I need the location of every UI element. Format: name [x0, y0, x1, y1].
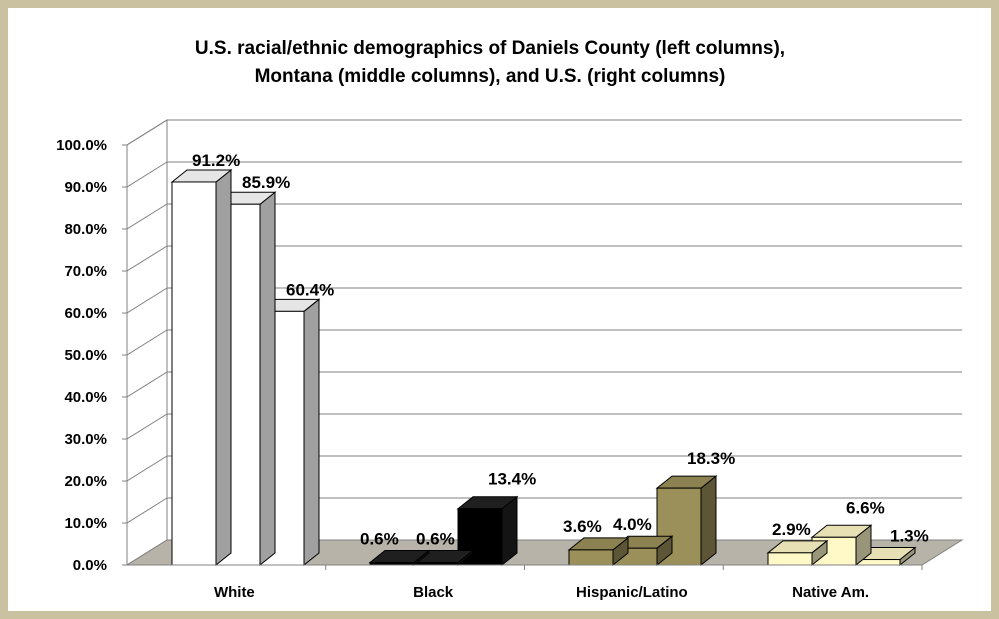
data-label: 6.6%	[846, 498, 885, 517]
data-label: 3.6%	[563, 517, 602, 536]
gridline-diagonal	[126, 287, 168, 314]
y-tick-label: 40.0%	[64, 389, 107, 406]
bar-side	[215, 168, 232, 567]
x-tick-label: Black	[413, 584, 454, 601]
bar-side	[700, 475, 717, 567]
data-label: 2.9%	[772, 520, 811, 539]
data-label: 18.3%	[687, 449, 735, 468]
gridline-diagonal	[126, 203, 168, 230]
data-label: 4.0%	[613, 515, 652, 534]
y-tick-label: 100.0%	[56, 137, 107, 154]
y-tick-label: 70.0%	[64, 263, 107, 280]
gridline-diagonal	[126, 161, 168, 188]
x-tick-label: Hispanic/Latino	[576, 584, 688, 601]
gridline-diagonal	[126, 245, 168, 272]
data-label: 13.4%	[488, 470, 536, 489]
data-label: 0.6%	[360, 529, 399, 548]
gridline-diagonal	[126, 371, 168, 398]
data-label: 91.2%	[192, 151, 240, 170]
bars	[170, 168, 917, 567]
gridline-diagonal	[126, 329, 168, 356]
x-tick-label: White	[214, 584, 255, 601]
data-label: 0.6%	[416, 529, 455, 548]
bar-hispanic-latino-1	[567, 536, 630, 567]
y-tick-label: 0.0%	[73, 557, 107, 574]
chart-title: U.S. racial/ethnic demographics of Danie…	[195, 38, 785, 87]
gridline-diagonal	[126, 413, 168, 440]
bar-native-am--1	[766, 539, 829, 567]
bar-white-1	[170, 168, 233, 567]
chart-title-line-1: U.S. racial/ethnic demographics of Danie…	[195, 38, 785, 59]
data-label: 85.9%	[242, 173, 290, 192]
bar-front	[568, 549, 614, 566]
y-tick-label: 90.0%	[64, 179, 107, 196]
y-tick-label: 30.0%	[64, 431, 107, 448]
y-tick-label: 60.0%	[64, 305, 107, 322]
y-tick-label: 10.0%	[64, 515, 107, 532]
gridline-diagonal	[126, 497, 168, 524]
y-axis: 0.0% 10.0% 20.0% 30.0% 40.0% 50.0% 60.0% 70.0% 8…	[56, 137, 128, 574]
data-label: 60.4%	[286, 280, 334, 299]
bar-black-1	[368, 549, 431, 567]
x-axis: White Black Hispanic/Latino Native Am.	[127, 564, 923, 601]
x-tick-label: Native Am.	[792, 584, 869, 601]
bar-front	[767, 552, 813, 566]
y-tick-label: 50.0%	[64, 347, 107, 364]
bar-side	[303, 298, 320, 567]
bar-side	[259, 191, 276, 567]
data-labels: 91.2%85.9% 60.4% 0.6% 0.6% 13.4% 3.6% 4.0% 18.3…	[192, 151, 929, 549]
data-label: 1.3%	[890, 527, 929, 546]
bar-front	[171, 181, 217, 566]
gridline-diagonal	[126, 455, 168, 482]
gridline-diagonal	[126, 119, 168, 146]
y-tick-label: 80.0%	[64, 221, 107, 238]
chart-title-line-2: Montana (middle columns), and U.S. (righ…	[255, 66, 726, 87]
y-tick-label: 20.0%	[64, 473, 107, 490]
